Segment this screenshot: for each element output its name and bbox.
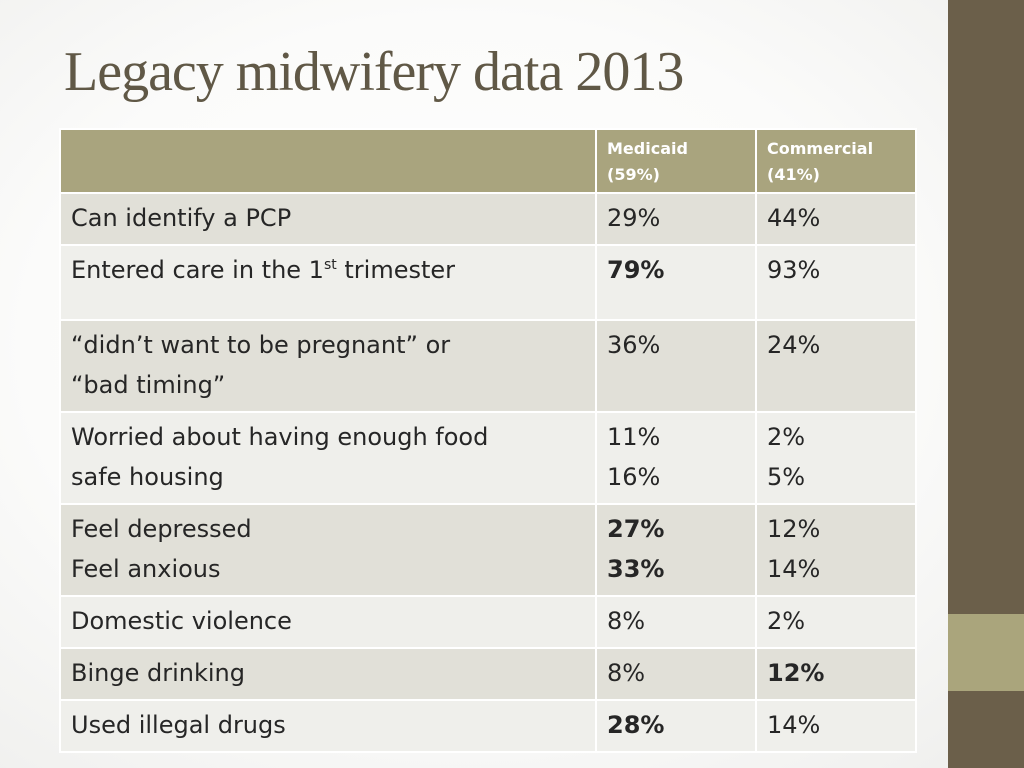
commercial-cell: 24% [755,319,917,413]
table-row: Domestic violence 8% 2% [59,595,917,649]
table-row: Entered care in the 1st trimester 79% 93… [59,244,917,321]
row-label-cell: “didn’t want to be pregnant” or “bad tim… [59,319,597,413]
row-label: “bad timing” [71,371,226,399]
table-row: “didn’t want to be pregnant” or “bad tim… [59,319,917,413]
commercial-value: 14% [767,555,821,583]
medicaid-cell: 29% [595,192,757,246]
medicaid-value: 79% [607,256,665,284]
row-label: Can identify a PCP [71,204,292,232]
medicaid-cell: 36% [595,319,757,413]
medicaid-cell: 79% [595,244,757,321]
medicaid-cell: 8% [595,647,757,701]
side-accent-block [948,614,1024,691]
medicaid-value: 8% [607,607,646,635]
medicaid-value: 16% [607,463,661,491]
header-text: (41%) [767,165,820,184]
medicaid-value: 28% [607,711,665,739]
commercial-value: 14% [767,711,821,739]
row-label-text: trimester [336,256,456,284]
commercial-value: 2% [767,423,806,451]
commercial-value: 12% [767,659,825,687]
row-label-cell: Feel depressed Feel anxious [59,503,597,597]
row-label-cell: Worried about having enough food safe ho… [59,411,597,505]
row-label: Entered care in the 1st trimester [71,250,585,290]
row-label-cell: Can identify a PCP [59,192,597,246]
medicaid-cell: 11% 16% [595,411,757,505]
commercial-value: 44% [767,204,821,232]
header-cell-medicaid: Medicaid (59%) [595,128,757,194]
commercial-cell: 2% 5% [755,411,917,505]
medicaid-cell: 28% [595,699,757,753]
medicaid-cell: 27% 33% [595,503,757,597]
commercial-value: 5% [767,463,806,491]
commercial-cell: 14% [755,699,917,753]
row-label-cell: Domestic violence [59,595,597,649]
commercial-value: 93% [767,256,821,284]
commercial-value: 12% [767,515,821,543]
commercial-value: 2% [767,607,806,635]
commercial-cell: 12% 14% [755,503,917,597]
commercial-cell: 12% [755,647,917,701]
table-row: Binge drinking 8% 12% [59,647,917,701]
medicaid-cell: 8% [595,595,757,649]
medicaid-value: 8% [607,659,646,687]
row-label: Worried about having enough food [71,423,489,451]
row-label: “didn’t want to be pregnant” or [71,331,451,359]
commercial-cell: 44% [755,192,917,246]
medicaid-value: 11% [607,423,661,451]
table-row: Feel depressed Feel anxious 27% 33% 12% … [59,503,917,597]
row-label: Domestic violence [71,607,292,635]
row-label: Feel depressed [71,515,252,543]
row-label-cell: Binge drinking [59,647,597,701]
slide-title: Legacy midwifery data 2013 [64,41,684,103]
medicaid-value: 33% [607,555,665,583]
commercial-value: 24% [767,331,821,359]
row-label-superscript: st [323,257,337,273]
row-label: safe housing [71,463,224,491]
header-cell-label [59,128,597,194]
header-text: Commercial [767,139,874,158]
data-table: Medicaid (59%) Commercial (41%) Can iden… [59,128,917,753]
table-row: Worried about having enough food safe ho… [59,411,917,505]
medicaid-value: 36% [607,331,661,359]
row-label-text: Entered care in the 1 [71,256,324,284]
header-text: Medicaid [607,139,688,158]
row-label: Used illegal drugs [71,711,286,739]
row-label: Binge drinking [71,659,245,687]
table-row: Used illegal drugs 28% 14% [59,699,917,753]
row-label-cell: Used illegal drugs [59,699,597,753]
medicaid-value: 27% [607,515,665,543]
commercial-cell: 93% [755,244,917,321]
row-label: Feel anxious [71,555,221,583]
commercial-cell: 2% [755,595,917,649]
header-row: Medicaid (59%) Commercial (41%) [59,128,917,194]
table-row: Can identify a PCP 29% 44% [59,192,917,246]
medicaid-value: 29% [607,204,661,232]
header-cell-commercial: Commercial (41%) [755,128,917,194]
row-label-cell: Entered care in the 1st trimester [59,244,597,321]
header-text: (59%) [607,165,660,184]
